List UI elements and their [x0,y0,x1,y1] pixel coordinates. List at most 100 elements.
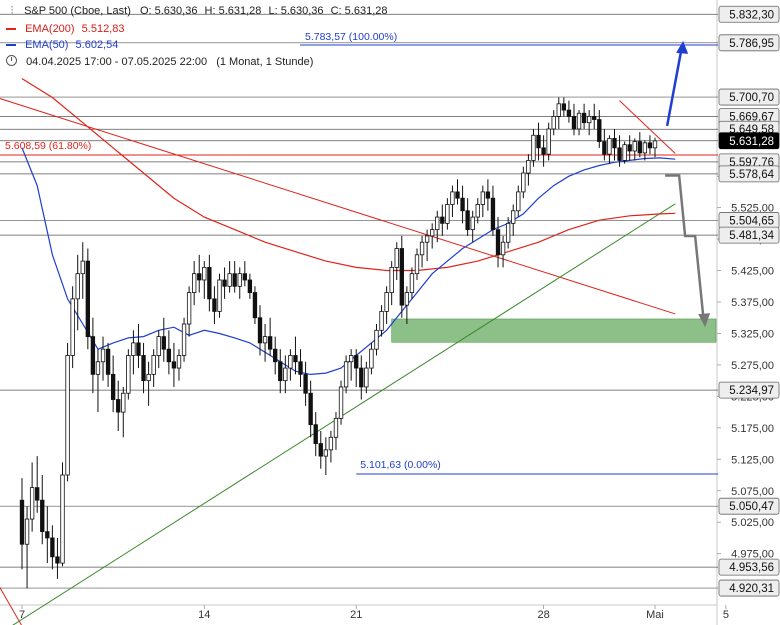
candle [576,110,582,136]
candle [202,261,207,299]
candle [566,100,572,123]
candle [632,138,637,161]
candle-body [278,361,283,382]
ema200-row[interactable]: EMA(200) 5.512,83 [6,23,124,35]
candle [359,355,364,400]
candle-body [318,443,323,457]
candle [607,135,612,164]
level-tag-label: 5.669,67 [729,112,774,124]
candle-type-icon[interactable]: ⫶ [10,5,14,17]
arrow-up-blue [665,50,683,127]
candle [445,198,450,230]
date-range: 04.04.2025 17:00 - 07.05.2025 22:00 [26,56,208,68]
candle [571,103,577,136]
level-tag-box [718,497,780,515]
candle [24,506,30,589]
candle-body [612,138,617,149]
candle [181,317,187,362]
candle [384,286,389,325]
candle [470,210,475,243]
y-tick-label: 5.375,00 [731,297,774,309]
candle [592,103,597,129]
candle [278,349,283,394]
candle [232,261,237,293]
candle-body [338,386,344,419]
candle-body [647,142,653,149]
candle-body [348,355,354,363]
candles [19,97,658,589]
candle-body [602,141,607,155]
ema50-row[interactable]: EMA(50) 5.602,54 [6,39,118,51]
candle [267,317,273,356]
candle-body [151,355,156,375]
candle [374,324,379,356]
candle-body [521,172,526,193]
candle [500,235,506,268]
candle-body [40,499,45,533]
candle [186,286,192,337]
candle-body [242,273,247,281]
candle-body [267,336,273,350]
candle [495,217,501,268]
candle-body [465,210,470,231]
level-tag: 5.050,47 [718,497,780,515]
candle-body [298,361,303,375]
level-tag-label: 5.234,97 [729,385,774,397]
grid-layer [0,0,718,625]
candle-body [328,436,334,451]
candle-body [323,449,329,457]
ema200-swatch-icon [6,28,16,31]
candle-body [197,273,202,281]
candle-body [293,355,298,363]
candle [354,349,359,387]
candle-body [632,141,637,152]
horizontal-levels [0,13,718,589]
candle-body [455,191,460,199]
trend-line-red-low [0,586,22,625]
candle-body [389,266,394,293]
candle-body [121,392,126,413]
candle-body [45,531,50,539]
candle [29,462,35,532]
candle [222,267,227,299]
candle-body [374,329,379,350]
ema200-line [21,78,676,272]
y-tick-label: 4.975,00 [731,549,774,561]
annotation-arrows [665,40,711,328]
candle [617,135,622,167]
candle-body [166,348,172,363]
candle-body [642,142,648,154]
candle [516,185,521,218]
candle-body [105,348,111,375]
clock-icon [6,55,17,66]
candle-body [617,147,622,161]
level-tag-label: 5.700,70 [729,92,774,104]
level-tag: 5.234,97 [718,381,780,399]
candle-body [257,317,263,344]
candle-body [546,128,551,155]
candle-body [207,266,212,300]
candle-body [586,115,592,124]
ohlc-high-label: H: [204,5,216,17]
level-tag-box [718,579,780,597]
candle-body [222,279,227,287]
candle [247,273,253,299]
candle-body [531,134,536,161]
candle [197,254,202,293]
candle-body [227,273,232,287]
candle [116,380,121,431]
candle-body [192,273,197,293]
candle [602,128,607,161]
candle [227,261,232,293]
candle [323,437,329,476]
level-tag-label: 5.832,30 [729,9,774,21]
candle [50,525,55,570]
candle [288,349,293,381]
candle-body [343,361,349,388]
symbol-row: ⫶ S&P 500 (Cboe, Last) O: 5.630,36 H: 5.… [6,5,388,18]
level-tag-box [718,34,780,52]
candle [166,330,172,375]
fib-618-label: 5.608,59 (61.80%) [5,140,91,152]
symbol-label: S&P 500 (Cboe, Last) [24,5,131,17]
